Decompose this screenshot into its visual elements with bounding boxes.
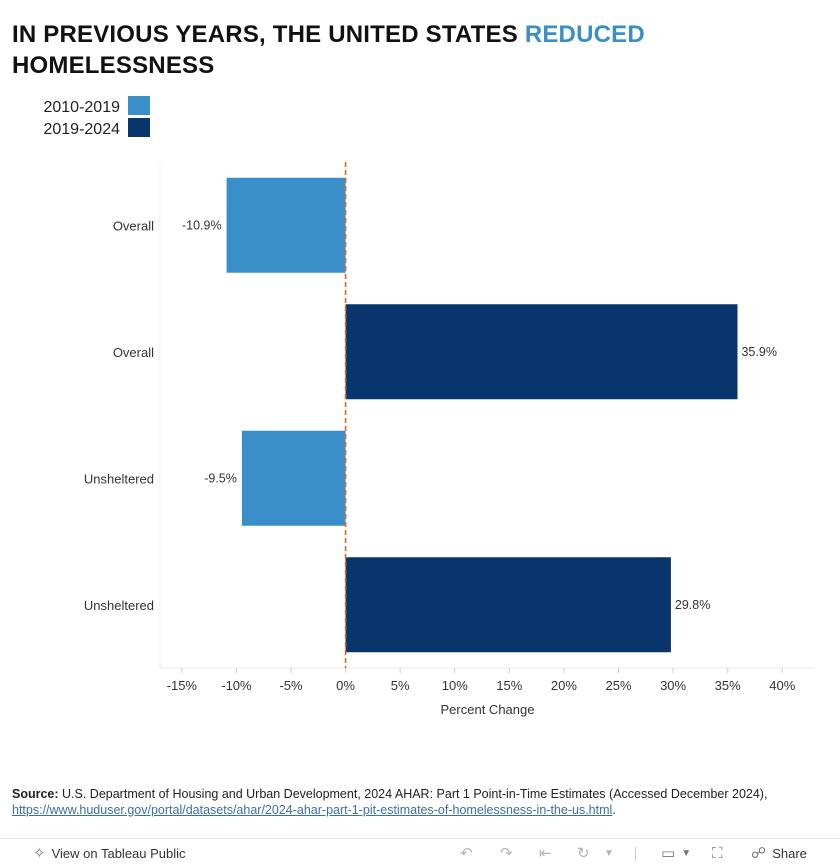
legend-item-2010-2019[interactable]: 2010-2019: [20, 96, 150, 118]
redo-icon: ↷: [500, 845, 513, 862]
x-tick-label: 30%: [660, 678, 686, 693]
view-on-tableau-button[interactable]: ✧ View on Tableau Public: [33, 846, 186, 861]
category-label: Overall: [113, 218, 154, 233]
download-icon: ▭: [661, 845, 676, 862]
bar[interactable]: [345, 557, 671, 653]
data-label: -9.5%: [204, 471, 237, 485]
source-link[interactable]: https://www.huduser.gov/portal/datasets/…: [12, 803, 613, 817]
bar[interactable]: [345, 304, 738, 400]
fullscreen-icon: ⛶: [712, 845, 723, 862]
x-tick-label: -5%: [279, 678, 303, 693]
bar-chart: Overall -10.9% Overall 35.9% Unsheltered -9.5…: [84, 162, 815, 717]
revert-icon: ⇤: [539, 845, 552, 862]
undo-button[interactable]: ↶: [460, 846, 473, 861]
redo-button[interactable]: ↷: [500, 846, 513, 861]
legend-swatch: [128, 118, 150, 137]
data-label: 35.9%: [741, 345, 776, 359]
x-tick-label: -15%: [167, 678, 198, 693]
category-label: Unsheltered: [84, 598, 154, 613]
view-on-tableau-label: View on Tableau Public: [51, 846, 186, 861]
data-label: -10.9%: [182, 218, 222, 232]
legend-label: 2010-2019: [43, 99, 120, 116]
legend-label: 2019-2024: [43, 121, 120, 138]
x-tick-label: 40%: [769, 678, 795, 693]
share-icon: ☍: [751, 845, 767, 862]
chevron-down-icon: ▼: [604, 848, 614, 859]
title-part2: HOMELESSNESS: [12, 52, 215, 79]
category-label: Unsheltered: [84, 471, 154, 486]
x-tick-label: 0%: [336, 678, 355, 693]
toolbar-divider: [635, 847, 636, 861]
undo-icon: ↶: [460, 845, 473, 862]
legend: 2010-2019 2019-2024: [20, 96, 150, 140]
refresh-button[interactable]: ↻: [577, 846, 590, 861]
download-button[interactable]: ▭ ▼: [661, 846, 691, 861]
title-highlight: REDUCED: [524, 21, 645, 48]
tableau-icon: ✧: [33, 845, 46, 862]
x-tick-label: 25%: [605, 678, 631, 693]
share-button[interactable]: ☍ Share: [751, 846, 807, 861]
x-tick-label: 35%: [715, 678, 741, 693]
refresh-icon: ↻: [577, 845, 590, 862]
category-label: Overall: [113, 345, 154, 360]
title-part1: IN PREVIOUS YEARS, THE UNITED STATES: [12, 21, 525, 48]
source-text: U.S. Department of Housing and Urban Dev…: [58, 787, 768, 801]
data-label: 29.8%: [675, 598, 710, 612]
share-label: Share: [772, 846, 807, 861]
x-axis-title: Percent Change: [441, 702, 535, 717]
x-tick-label: -10%: [221, 678, 252, 693]
x-tick-label: 15%: [496, 678, 522, 693]
tableau-toolbar: ✧ View on Tableau Public ↶ ↷ ⇤ ↻ ▼ ▭ ▼ ⛶…: [0, 838, 840, 868]
bar[interactable]: [226, 177, 346, 273]
pause-dropdown[interactable]: ▼: [604, 846, 614, 861]
source-note: Source: U.S. Department of Housing and U…: [12, 786, 828, 818]
x-tick-label: 20%: [551, 678, 577, 693]
revert-button[interactable]: ⇤: [539, 846, 552, 861]
x-tick-label: 10%: [442, 678, 468, 693]
legend-item-2019-2024[interactable]: 2019-2024: [20, 118, 150, 140]
chevron-down-icon: ▼: [681, 848, 692, 859]
legend-swatch: [128, 96, 150, 115]
x-tick-label: 5%: [391, 678, 410, 693]
source-label: Source:: [12, 787, 59, 801]
bar[interactable]: [241, 430, 346, 526]
fullscreen-button[interactable]: ⛶: [712, 846, 723, 861]
source-end: .: [612, 803, 616, 817]
chart-title: IN PREVIOUS YEARS, THE UNITED STATES RED…: [12, 19, 812, 81]
